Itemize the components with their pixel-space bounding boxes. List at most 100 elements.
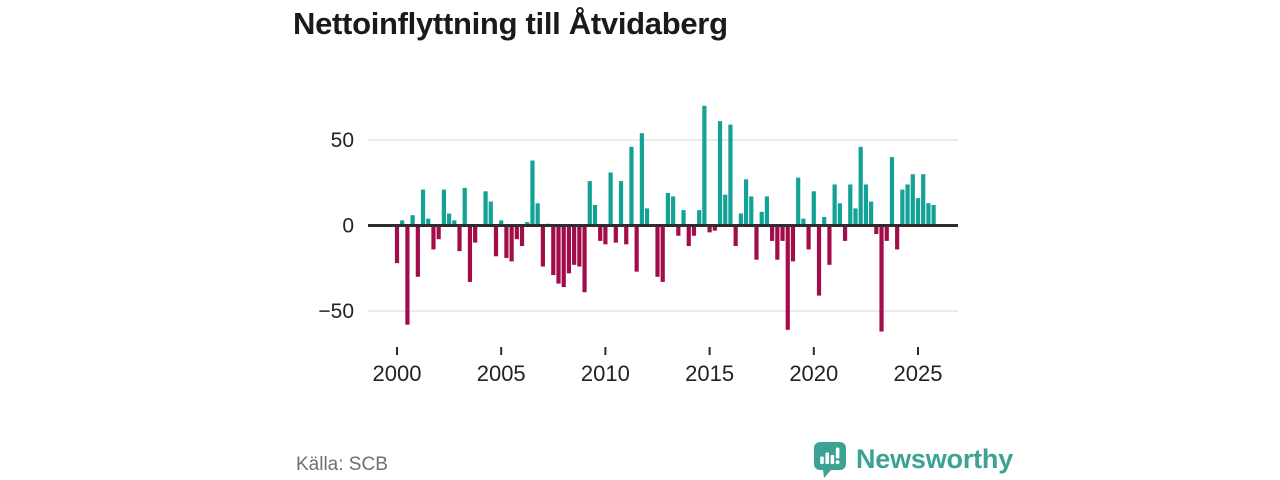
bar-2015-q2 [712,225,717,231]
bar-2008-q2 [566,225,572,274]
bar-2007-q3 [551,225,556,276]
bar-2011-q3 [634,225,639,272]
bar-2012-q1 [644,208,650,226]
bar-2003-q2 [462,187,467,226]
bar-2006-q1 [519,225,525,247]
bar-2000-q3 [405,225,410,325]
bar-2023-q2 [879,225,884,332]
bar-2020-q1 [811,191,816,226]
bar-2014-q1 [686,225,691,247]
bar-2012-q3 [655,225,660,277]
bar-2009-q2 [587,181,592,226]
source-label: Källa: SCB [296,454,388,475]
bar-2013-q1 [665,193,671,226]
bar-2003-q4 [473,225,478,243]
bar-2017-q4 [764,196,770,226]
newsworthy-wordmark: Newsworthy [856,444,1014,474]
bar-2010-q1 [603,225,608,245]
bar-2002-q1 [436,225,441,240]
bar-2005-q4 [514,225,519,240]
bar-2009-q4 [598,225,603,241]
bar-2025-q2 [921,174,926,226]
bar-2021-q2 [837,203,842,226]
bar-2025-q4 [931,204,936,226]
bar-2021-q3 [842,225,848,241]
bar-2023-q3 [884,225,889,241]
newsworthy-speech-bubble-chart-icon [814,442,846,478]
bar-2022-q4 [869,201,874,226]
bar-2008-q4 [577,225,582,267]
bar-2022-q2 [858,146,863,226]
bar-2018-q2 [775,225,780,260]
bar-2000-q4 [410,215,415,226]
bar-2018-q1 [770,225,775,241]
bar-2017-q3 [759,211,764,226]
bar-2025-q3 [926,203,931,226]
bar-2003-q1 [457,225,462,252]
bar-2019-q3 [801,218,806,226]
bar-2013-q2 [671,196,676,226]
bar-2005-q1 [499,220,504,226]
bar-2006-q2 [525,222,530,226]
bar-2006-q3 [530,160,535,226]
bar-2020-q4 [827,225,832,265]
bar-2010-q2 [608,172,613,226]
bar-2003-q3 [467,225,473,282]
bar-2004-q2 [483,191,488,226]
bar-2012-q4 [660,225,665,282]
bar-2019-q1 [790,225,796,262]
bar-2019-q4 [806,225,811,250]
bar-2004-q3 [488,201,493,226]
bar-2023-q1 [874,225,879,235]
bar-2005-q2 [504,225,509,258]
bar-2004-q4 [493,225,499,257]
bar-2010-q3 [613,225,618,243]
svg-text:50: 50 [331,129,354,152]
bar-2011-q1 [624,225,629,245]
bar-2015-q3 [717,121,723,226]
bar-2002-q4 [452,220,457,226]
bar-2014-q3 [697,210,702,226]
bar-2002-q2 [441,189,446,226]
bar-2011-q4 [639,133,644,226]
bar-2013-q4 [681,210,686,226]
bar-2000-q2 [400,220,405,226]
bar-2013-q3 [676,225,681,236]
bar-2020-q3 [822,216,827,226]
bar-2018-q4 [785,225,790,330]
bar-2021-q4 [848,184,853,226]
bar-2016-q1 [728,124,733,226]
bar-2021-q1 [832,184,837,226]
bar-2001-q4 [431,225,436,250]
bar-2024-q2 [900,189,905,226]
bar-2019-q2 [796,177,801,226]
bar-2008-q1 [561,225,566,288]
bar-2008-q3 [572,225,577,265]
svg-text:2010: 2010 [581,361,630,386]
svg-text:0: 0 [342,215,354,238]
bar-2009-q1 [582,225,587,293]
chart-title: Nettoinflyttning till Åtvidaberg [293,6,728,41]
bar-2000-q1 [394,225,400,264]
bar-2005-q3 [509,225,514,262]
bar-2020-q2 [816,225,822,296]
bar-2001-q3 [426,218,431,226]
bar-2001-q1 [415,225,420,277]
bar-2017-q1 [749,196,754,226]
bar-2024-q3 [905,184,910,226]
bar-2016-q3 [738,213,743,226]
newsworthy-logo[interactable]: Newsworthy [813,441,1013,478]
bar-2001-q2 [420,189,426,226]
bar-2014-q2 [691,225,697,236]
bar-2002-q3 [447,213,452,226]
bar-2015-q1 [707,225,712,233]
bar-2024-q4 [910,174,915,226]
bar-2015-q4 [723,194,728,226]
bar-2023-q4 [889,157,895,226]
svg-text:2000: 2000 [373,361,422,386]
bar-2007-q4 [556,225,561,284]
bar-2011-q2 [629,146,634,226]
svg-text:2005: 2005 [477,361,526,386]
